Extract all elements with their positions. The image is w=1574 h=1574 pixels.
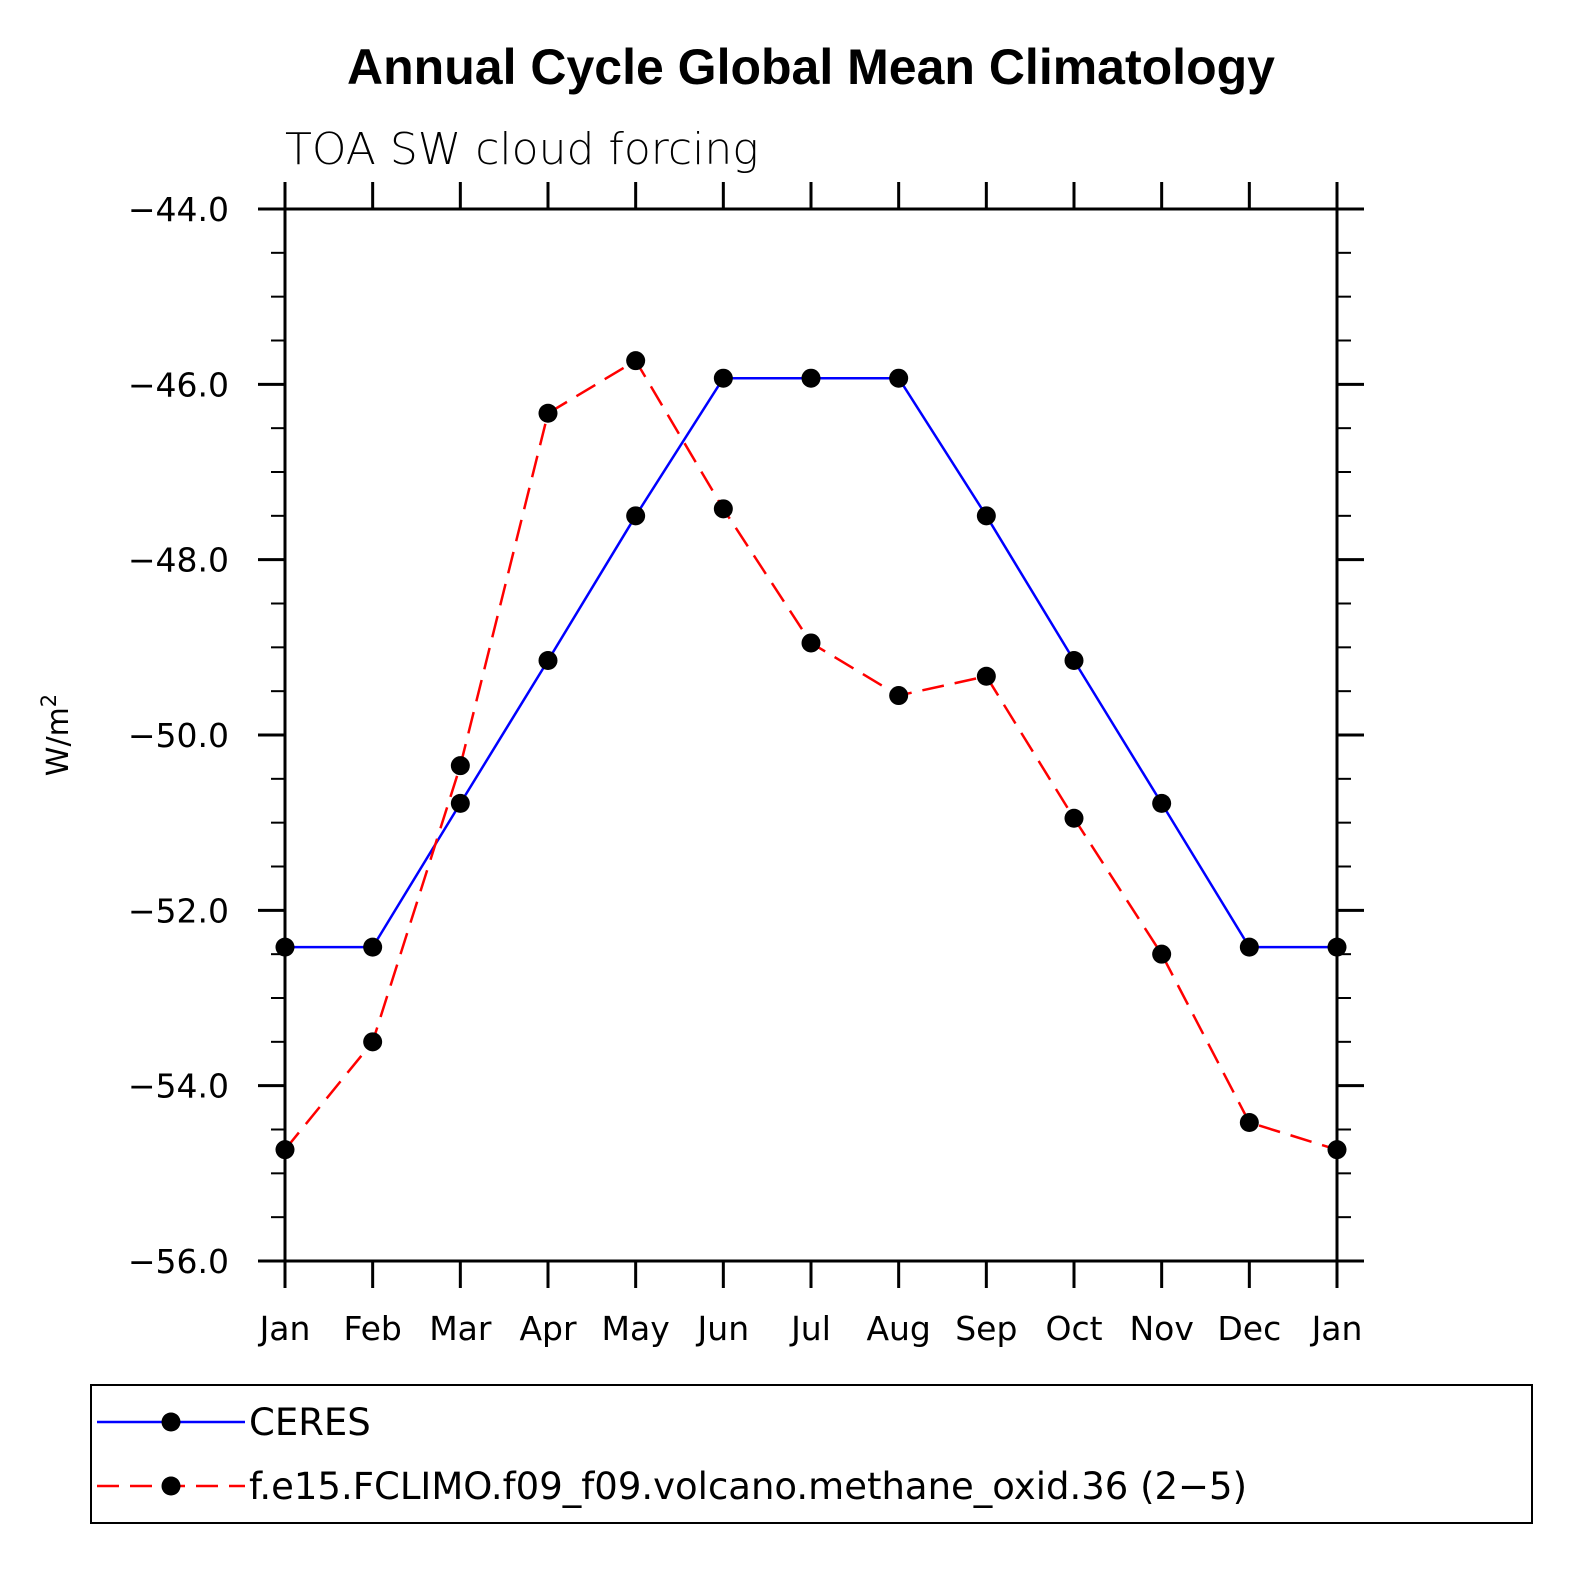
x-tick-label: Feb bbox=[343, 1309, 401, 1348]
data-point bbox=[1327, 937, 1347, 957]
data-point bbox=[801, 633, 821, 653]
x-tick-label: Jan bbox=[258, 1309, 311, 1348]
y-tick-label: −52.0 bbox=[128, 891, 229, 930]
data-point bbox=[363, 1032, 383, 1052]
chart-subtitle: TOA SW cloud forcing bbox=[285, 124, 759, 175]
y-tick-label: −54.0 bbox=[128, 1067, 229, 1106]
data-point bbox=[1064, 650, 1084, 670]
data-point bbox=[1152, 944, 1172, 964]
y-axis-label-text: W/m bbox=[41, 707, 76, 776]
data-point bbox=[1327, 1140, 1347, 1160]
data-point bbox=[1239, 1112, 1259, 1132]
x-tick-label: Jul bbox=[789, 1309, 831, 1348]
x-tick-label: Sep bbox=[955, 1309, 1017, 1348]
data-point bbox=[538, 403, 558, 423]
data-point bbox=[450, 756, 470, 776]
data-point bbox=[626, 351, 646, 371]
legend: CERES f.e15.FCLIMO.f09_f09.volcano.methan… bbox=[90, 1384, 1533, 1524]
legend-box bbox=[90, 1384, 1533, 1524]
x-tick-label: Jun bbox=[696, 1309, 750, 1348]
x-tick-labels: Jan Feb Mar Apr May Jun Jul Aug Sep Oct Nov Dec Jan bbox=[258, 1309, 1363, 1348]
x-tick-label: Jan bbox=[1310, 1309, 1363, 1348]
y-axis-label: W/m2 bbox=[37, 694, 76, 776]
x-tick-label: Aug bbox=[866, 1309, 930, 1348]
series-points bbox=[275, 351, 1347, 1160]
y-tick-label: −46.0 bbox=[128, 365, 229, 404]
data-point bbox=[538, 650, 558, 670]
y-tick-label: −48.0 bbox=[128, 541, 229, 580]
x-tick-label: Apr bbox=[519, 1309, 577, 1348]
data-point bbox=[713, 368, 733, 388]
data-point bbox=[626, 506, 646, 526]
chart-title: Annual Cycle Global Mean Climatology bbox=[347, 39, 1275, 95]
y-tick-label: −44.0 bbox=[128, 190, 229, 229]
x-tick-label: Nov bbox=[1129, 1309, 1193, 1348]
legend-marker bbox=[161, 1412, 181, 1432]
legend-label: f.e15.FCLIMO.f09_f09.volcano.methane_oxi… bbox=[249, 1465, 1247, 1508]
data-point bbox=[889, 686, 909, 706]
data-point bbox=[1152, 793, 1172, 813]
series-lines bbox=[284, 358, 1338, 1151]
y-tick-labels: −44.0 −46.0 −48.0 −50.0 −52.0 −54.0 −56.0 bbox=[128, 190, 229, 1281]
y-tick-label: −56.0 bbox=[128, 1242, 229, 1281]
data-point bbox=[363, 937, 383, 957]
data-point bbox=[275, 937, 295, 957]
x-tick-label: Mar bbox=[429, 1309, 492, 1348]
data-point bbox=[713, 499, 733, 519]
data-point bbox=[1239, 937, 1259, 957]
series-line-model bbox=[284, 358, 1338, 1151]
data-point bbox=[801, 368, 821, 388]
y-axis-label-superscript: 2 bbox=[37, 694, 61, 707]
svg-text:W/m2: W/m2 bbox=[37, 694, 76, 776]
plot-frame bbox=[283, 207, 1339, 1263]
data-point bbox=[1064, 808, 1084, 828]
data-point bbox=[450, 793, 470, 813]
legend-label: CERES bbox=[249, 1401, 371, 1444]
data-point bbox=[976, 506, 996, 526]
legend-items: CERES f.e15.FCLIMO.f09_f09.volcano.methan… bbox=[97, 1401, 1247, 1508]
x-tick-label: May bbox=[602, 1309, 670, 1348]
x-tick-label: Dec bbox=[1217, 1309, 1281, 1348]
x-tick-label: Oct bbox=[1045, 1309, 1102, 1348]
data-point bbox=[275, 1140, 295, 1160]
legend-marker bbox=[161, 1476, 181, 1496]
data-point bbox=[889, 368, 909, 388]
series-line-ceres bbox=[285, 376, 1337, 949]
data-point bbox=[976, 666, 996, 686]
y-tick-label: −50.0 bbox=[128, 716, 229, 755]
axis-ticks bbox=[258, 182, 1364, 1288]
